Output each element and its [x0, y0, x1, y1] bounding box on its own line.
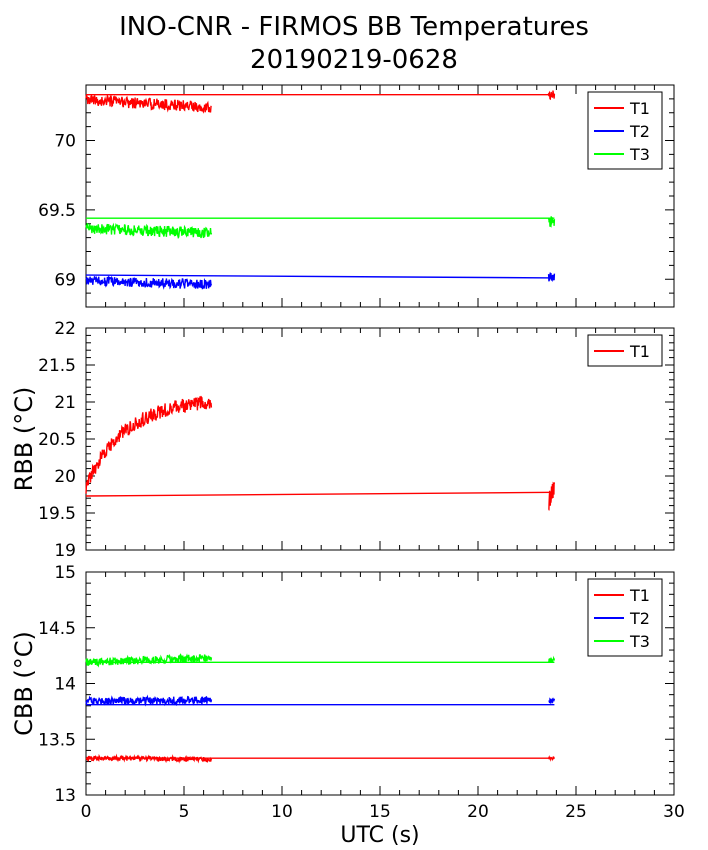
series-line-t2: [85, 694, 213, 707]
y-axis-label: RBB (°C): [10, 387, 38, 492]
series-line-t3: [547, 216, 556, 228]
legend-label-t3: T3: [629, 145, 650, 164]
series-line-t2: [547, 272, 556, 282]
y-tick-label: 14: [54, 675, 76, 695]
y-tick-label: 69: [54, 270, 76, 290]
series-line-t2: [548, 697, 556, 705]
x-tick-label: 0: [81, 802, 92, 822]
y-tick-label: 13: [54, 786, 76, 806]
x-axis-label: UTC (s): [340, 823, 419, 848]
y-tick-label: 14.5: [38, 619, 76, 639]
x-tick-label: 10: [271, 802, 293, 822]
legend-label-t1: T1: [629, 342, 650, 361]
plot-frame: [85, 84, 675, 308]
y-tick-label: 19.5: [38, 504, 76, 524]
legend-label-t3: T3: [629, 632, 650, 651]
series-line-t3: [85, 653, 213, 668]
legend-label-t2: T2: [629, 609, 650, 628]
series-line-t1: [547, 755, 555, 762]
series-line-t1: [85, 94, 212, 114]
x-tick-label: 15: [369, 802, 391, 822]
x-tick-label: 25: [565, 802, 587, 822]
legend-label-t1: T1: [629, 99, 650, 118]
series-line-t2: [85, 275, 213, 290]
series-line-t3: [547, 655, 556, 664]
x-tick-label: 5: [179, 802, 190, 822]
series-line-t1: [548, 481, 556, 511]
plot-frame: [85, 571, 675, 796]
series-line-t1: [85, 395, 213, 494]
y-tick-label: 20: [54, 467, 76, 487]
legend-label-t1: T1: [629, 586, 650, 605]
y-axis-label: CBB (°C): [10, 631, 38, 736]
y-tick-label: 13.5: [38, 730, 76, 750]
y-tick-label: 22: [54, 319, 76, 339]
x-tick-label: 20: [467, 802, 489, 822]
y-tick-label: 70: [54, 132, 76, 152]
series-line-t2: [85, 274, 555, 279]
x-tick-label: 30: [663, 802, 685, 822]
y-tick-label: 15: [54, 563, 76, 583]
series-line-t1: [85, 491, 555, 497]
y-tick-label: 21: [54, 393, 76, 413]
series-line-t3: [85, 222, 213, 240]
plot-frame: [85, 327, 675, 551]
series-line-t1: [547, 90, 556, 101]
chart-subtitle: 20190219-0628: [250, 45, 458, 75]
y-tick-label: 19: [54, 541, 76, 561]
legend-label-t2: T2: [629, 122, 650, 141]
y-tick-label: 20.5: [38, 430, 76, 450]
series-line-t1: [85, 753, 213, 764]
y-tick-label: 21.5: [38, 356, 76, 376]
chart-title: INO-CNR - FIRMOS BB Temperatures: [119, 12, 589, 42]
y-tick-label: 69.5: [38, 201, 76, 221]
